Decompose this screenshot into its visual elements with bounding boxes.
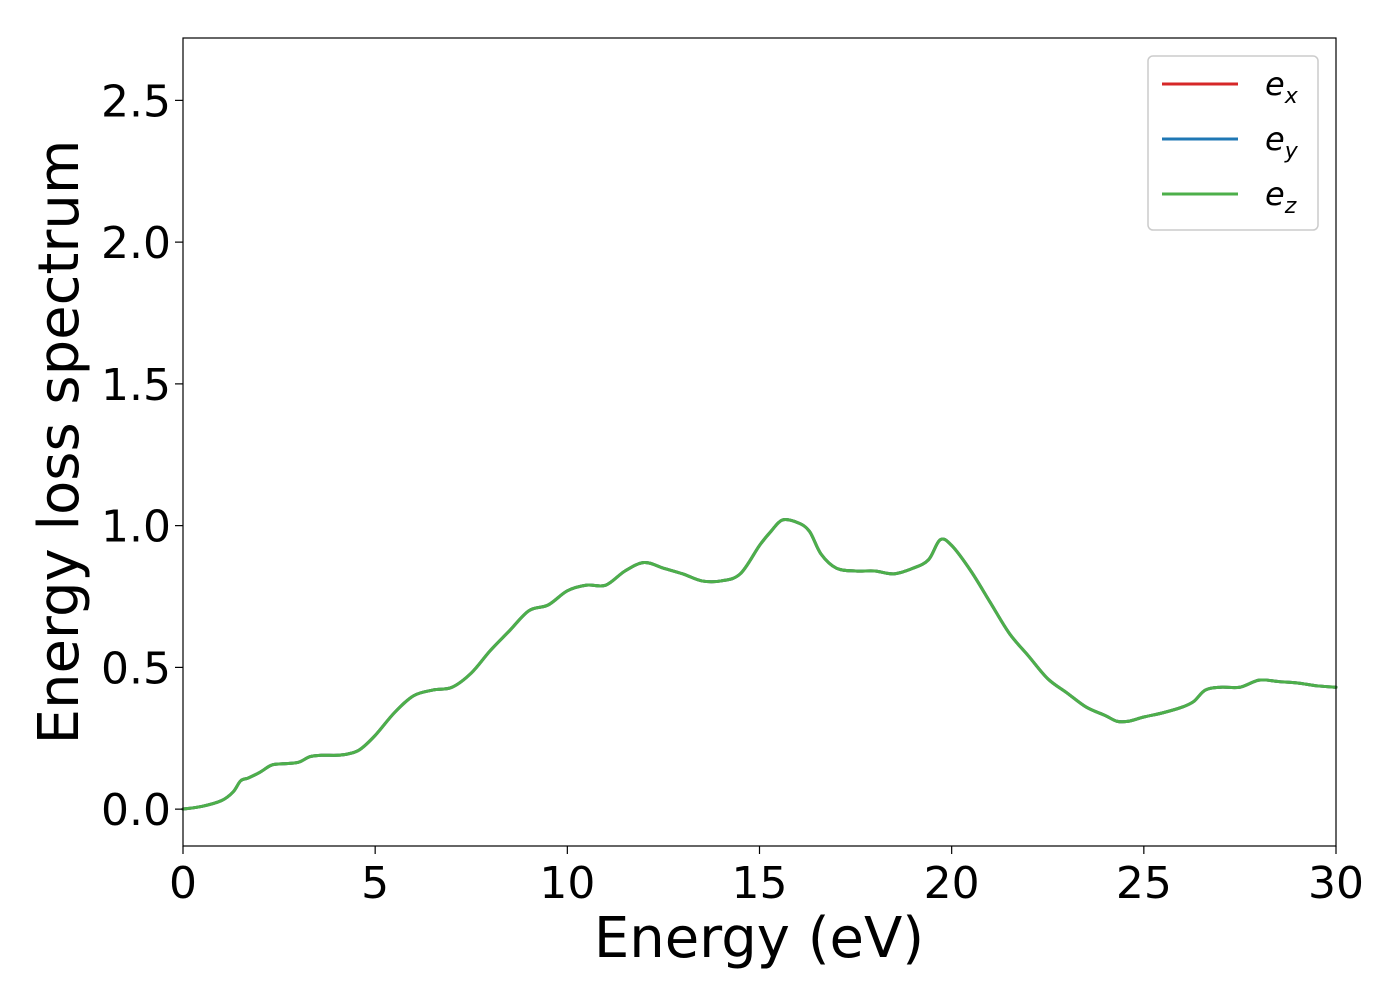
x-tick-label: 10: [539, 858, 595, 909]
legend-box: [1147, 55, 1319, 231]
x-tick-label: 15: [732, 858, 788, 909]
legend-label-3: ez: [1265, 175, 1297, 219]
series-layer: [181, 518, 1338, 811]
x-tick-label: 25: [1116, 858, 1172, 909]
y-axis-ticks: 0.0 0.5 1.0 1.5 2.0 2.5: [101, 76, 183, 836]
y-tick-label: 2.0: [101, 218, 171, 269]
y-tick-label: 0.5: [101, 643, 171, 694]
series-line-3: [181, 518, 1338, 811]
x-axis-title: Energy (eV): [594, 906, 924, 971]
x-tick-label: 30: [1308, 858, 1364, 909]
y-tick-label: 2.5: [101, 76, 171, 127]
x-axis-ticks: 0 5 10 15 20 25 30: [169, 846, 1364, 909]
y-tick-label: 1.0: [101, 502, 171, 553]
legend-label-2: ey: [1265, 120, 1299, 164]
legend: ex ey ez: [1147, 55, 1319, 231]
legend-label-1: ex: [1265, 65, 1299, 109]
y-tick-label: 1.5: [101, 360, 171, 411]
x-tick-label: 20: [924, 858, 980, 909]
plot-background: [183, 38, 1336, 846]
x-tick-label: 5: [361, 858, 389, 909]
y-tick-label: 0.0: [101, 785, 171, 836]
x-tick-label: 0: [169, 858, 197, 909]
y-axis-title: Energy loss spectrum: [27, 140, 92, 745]
